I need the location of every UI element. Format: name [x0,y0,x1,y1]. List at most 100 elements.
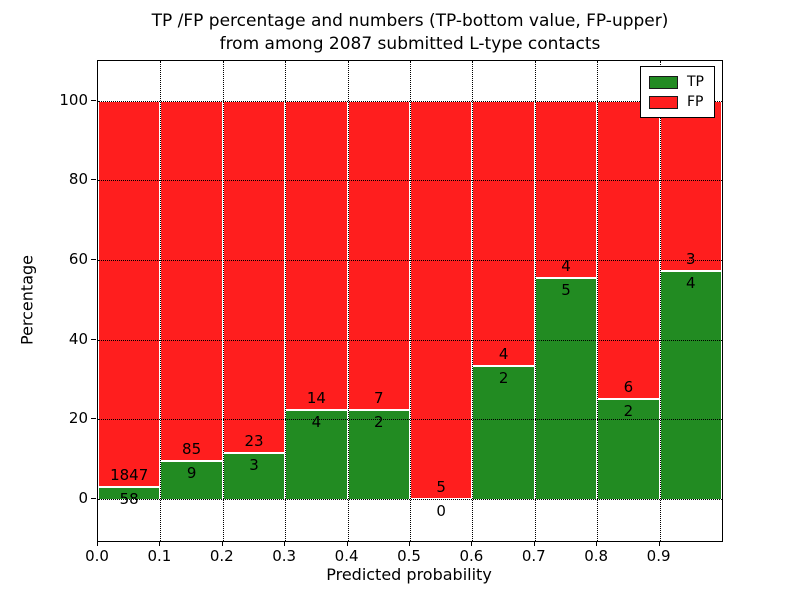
x-tick-mark [533,541,535,546]
grid-line-horizontal [98,499,722,500]
grid-line-vertical [659,61,661,541]
legend-item-fp: FP [649,92,704,112]
grid-line-vertical [222,61,224,541]
fp-count-label: 4 [561,256,571,275]
tp-count-label: 5 [561,280,571,299]
x-tick-label: 0.7 [521,547,546,565]
tp-legend-label: TP [687,74,704,90]
tp-count-label: 2 [374,413,384,432]
fp-count-label: 23 [244,432,264,451]
fp-bar-segment [659,100,722,272]
x-tick-label: 0.1 [147,547,172,565]
tp-count-label: 58 [119,489,139,508]
tp-bar-segment [659,271,722,499]
y-tick-mark [91,338,96,340]
legend-item-tp: TP [649,72,704,92]
tp-bar-segment [597,399,660,499]
y-tick-label: 100 [59,90,88,109]
fp-count-label: 3 [686,250,696,269]
tp-count-label: 0 [436,502,446,520]
grid-line-horizontal [98,339,722,341]
x-tick-mark [284,541,286,546]
x-tick-mark [471,541,473,546]
grid-line-vertical [472,61,474,541]
x-tick-label: 0.3 [272,547,297,565]
grid-line-vertical [160,61,162,541]
tp-bar-segment [472,366,535,499]
x-tick-mark [346,541,348,546]
y-tick-mark [91,99,96,101]
tp-count-label: 2 [623,402,634,421]
y-tick-label: 0 [78,489,88,507]
tp-bar-segment [222,453,286,499]
x-tick-mark [596,541,598,546]
fp-count-label: 1847 [110,465,149,484]
x-tick-label: 0.8 [584,547,609,565]
x-tick-label: 0.0 [85,547,109,565]
y-tick-label: 40 [68,329,88,348]
fp-bar-segment [597,100,660,400]
fp-bar-segment [534,100,598,278]
y-tick-label: 80 [68,170,88,189]
x-tick-label: 0.9 [646,547,671,565]
fp-count-label: 14 [306,389,326,408]
tp-bar-segment [534,277,598,499]
y-tick-mark [91,418,96,420]
fp-bar-segment [160,100,223,461]
fp-bar-segment [472,100,535,367]
y-tick-mark [91,498,96,499]
fp-count-label: 4 [498,345,509,364]
y-tick-label: 20 [68,409,88,428]
fp-bar-segment [222,100,286,454]
fp-bar-segment [98,100,161,487]
legend: TP FP [640,66,715,118]
fp-count-label: 6 [623,378,634,397]
fp-bar-segment [410,100,473,499]
tp-bar-segment [98,486,161,499]
grid-line-horizontal [98,419,722,421]
x-tick-mark [221,541,223,546]
grid-line-horizontal [98,100,722,102]
grid-line-vertical [410,61,411,541]
grid-line-horizontal [98,180,722,182]
tp-bar-segment [160,460,223,499]
fp-count-label: 85 [182,439,202,458]
tp-legend-swatch-icon [649,75,678,89]
fp-legend-label: FP [687,94,704,110]
x-tick-label: 0.2 [209,547,234,565]
grid-line-vertical [347,61,349,541]
chart-title: TP /FP percentage and numbers (TP-bottom… [60,10,760,56]
x-tick-mark [658,541,660,546]
x-tick-label: 0.4 [334,547,359,565]
y-tick-mark [91,258,96,260]
x-tick-mark [159,541,161,546]
tp-bar-segment [347,410,410,499]
x-axis-label: Predicted probability [326,565,492,584]
fp-bar-segment [347,100,410,411]
grid-line-vertical [534,61,536,541]
tp-count-label: 4 [311,413,322,432]
tp-count-label: 2 [498,369,509,388]
tp-count-label: 9 [186,463,197,482]
y-axis-label: Percentage [17,254,37,346]
tp-count-label: 3 [249,456,259,475]
x-tick-mark [409,541,410,546]
chart-title-line1: TP /FP percentage and numbers (TP-bottom… [151,11,669,31]
x-tick-label: 0.5 [397,547,421,565]
grid-line-horizontal [98,259,722,261]
fp-bar-segment [285,100,348,411]
x-tick-label: 0.6 [459,547,484,565]
grid-line-vertical [597,61,599,541]
x-tick-mark [97,541,98,546]
tp-bar-segment [285,410,348,499]
fp-count-label: 7 [374,389,384,408]
y-tick-mark [91,179,96,181]
chart-title-line2: from among 2087 submitted L-type contact… [219,34,601,54]
fp-count-label: 5 [436,478,446,496]
plot-area: TP FP 1847 58 85 9 23 3 14 4 7 2 5 0 4 2 4 5 6 2 3 4 [97,60,723,542]
grid-line-vertical [285,61,287,541]
tp-count-label: 4 [686,274,696,293]
fp-legend-swatch-icon [649,95,678,109]
y-tick-label: 60 [68,249,88,268]
